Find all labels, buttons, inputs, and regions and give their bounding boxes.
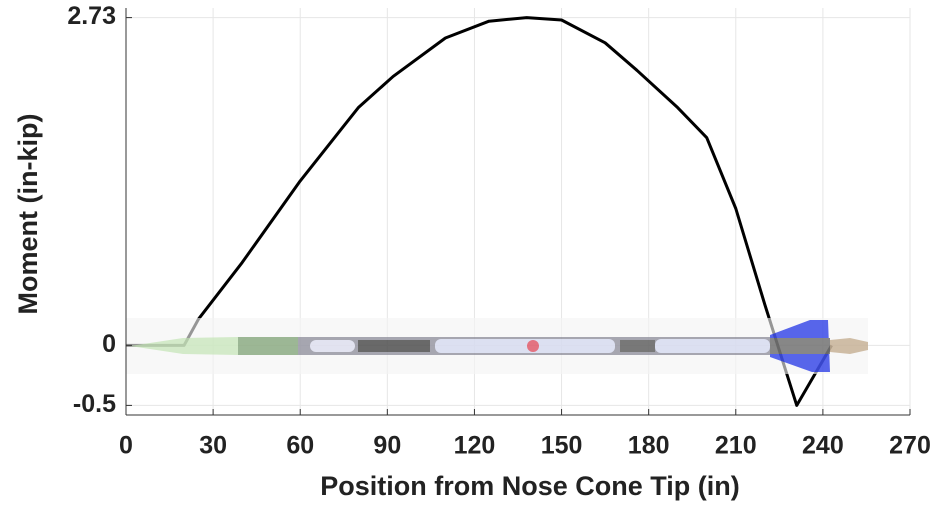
component — [620, 340, 655, 352]
y-tick-label: 2.73 — [67, 2, 116, 30]
x-tick-label: 210 — [715, 432, 757, 460]
body-section — [238, 337, 298, 355]
y-tick-label: 0 — [102, 330, 116, 358]
x-tick-label: 30 — [199, 432, 227, 460]
x-axis-label: Position from Nose Cone Tip (in) — [320, 471, 740, 501]
component — [435, 339, 615, 353]
x-tick-label: 240 — [802, 432, 844, 460]
x-tick-label: 270 — [889, 432, 931, 460]
cg-marker — [527, 340, 539, 352]
nozzle — [830, 338, 868, 354]
nose-cone — [130, 337, 238, 355]
component — [310, 340, 355, 352]
data-line — [126, 16, 833, 407]
x-tick-label: 150 — [541, 432, 583, 460]
plot — [126, 16, 833, 407]
x-tick-label: 120 — [454, 432, 496, 460]
axes: 0 30 60 90 120 150 180 210 240 270-0.502.73 — [67, 2, 931, 459]
component — [358, 340, 430, 352]
x-tick-label: 90 — [373, 432, 401, 460]
y-tick-label: -0.5 — [73, 390, 116, 418]
y-axis-label: Moment (in-kip) — [13, 114, 43, 315]
x-tick-label: 0 — [119, 432, 133, 460]
x-tick-label: 180 — [628, 432, 670, 460]
x-tick-label: 60 — [286, 432, 314, 460]
rocket-image — [126, 318, 868, 374]
tail-section — [770, 338, 830, 354]
component — [655, 339, 770, 353]
